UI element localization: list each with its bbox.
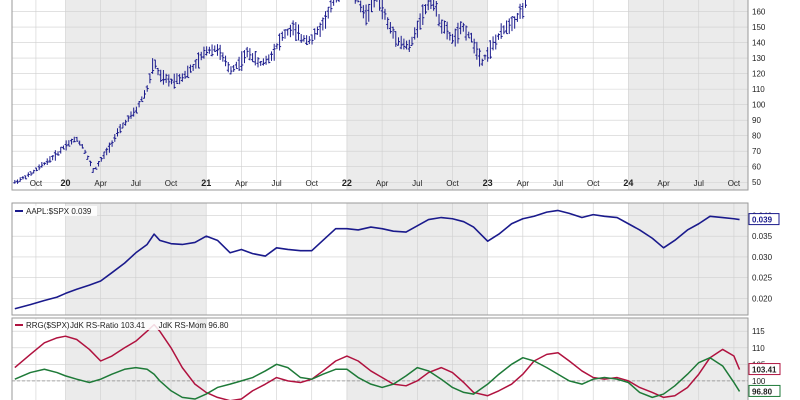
month-tick-label: Apr bbox=[376, 179, 389, 188]
panel-border bbox=[11, 317, 749, 400]
month-tick-label: Jul bbox=[131, 179, 141, 188]
price-axis-tick-label: 70 bbox=[752, 147, 761, 156]
year-tick-label: 24 bbox=[623, 178, 633, 188]
price-axis-tick-label: 100 bbox=[752, 101, 766, 110]
price-axis-tick-label: 60 bbox=[752, 163, 761, 172]
month-tick-label: Oct bbox=[587, 179, 600, 188]
price-axis-tick-label: 120 bbox=[752, 70, 766, 79]
rs-value-badge bbox=[748, 213, 780, 226]
year-tick-label: 22 bbox=[342, 178, 352, 188]
year-shade-band bbox=[628, 203, 748, 315]
month-tick-label: Apr bbox=[235, 179, 248, 188]
rs-line bbox=[14, 209, 740, 310]
rrg-value-badge-label: 96.80 bbox=[752, 387, 773, 396]
month-tick-label: Oct bbox=[30, 179, 43, 188]
rrg-value-badge bbox=[748, 384, 781, 397]
month-tick-label: Jul bbox=[553, 179, 563, 188]
month-tick-label: Jul bbox=[694, 179, 704, 188]
rrg-legend-label: JdK RS-Mom 96.80 bbox=[159, 321, 229, 330]
price-axis-tick-label: 90 bbox=[752, 116, 761, 125]
month-tick-label: Oct bbox=[728, 179, 741, 188]
year-tick-label: 20 bbox=[60, 178, 70, 188]
year-tick-label: 21 bbox=[201, 178, 211, 188]
year-tick-label: 23 bbox=[483, 178, 493, 188]
rs-legend-bg bbox=[12, 206, 97, 216]
price-axis-tick-label: 140 bbox=[752, 39, 766, 48]
rs-axis-tick-label: 0.035 bbox=[752, 232, 773, 241]
rrg-value-badge-label: 103.41 bbox=[752, 366, 777, 375]
month-tick-label: Oct bbox=[165, 179, 178, 188]
month-tick-label: Oct bbox=[446, 179, 459, 188]
month-tick-label: Apr bbox=[657, 179, 670, 188]
price-axis-tick-label: 50 bbox=[752, 178, 761, 187]
rrg-legend-label: JdK RS-Ratio 103.41 bbox=[70, 321, 146, 330]
rs-ratio-line bbox=[14, 323, 741, 400]
rs-value-badge-label: 0.039 bbox=[752, 216, 773, 225]
year-shade-band bbox=[628, 0, 748, 190]
price-axis-tick-label: 80 bbox=[752, 132, 761, 141]
price-axis-tick-label: 150 bbox=[752, 23, 766, 32]
price-axis-tick-label: 160 bbox=[752, 8, 766, 17]
rs-axis-tick-label: 0.030 bbox=[752, 253, 773, 262]
rrg-axis-tick-label: 115 bbox=[752, 327, 765, 336]
rs-legend-label: AAPL:$SPX 0.039 bbox=[26, 207, 92, 216]
rs-axis-tick-label: 0.025 bbox=[752, 274, 773, 283]
panel-border bbox=[11, 0, 749, 191]
price-axis-tick-label: 110 bbox=[752, 85, 765, 94]
month-tick-label: Jul bbox=[412, 179, 422, 188]
rrg-axis-tick-label: 100 bbox=[752, 377, 766, 386]
rs-mom-line bbox=[14, 356, 741, 400]
rrg-axis-tick-label: 110 bbox=[752, 344, 765, 353]
month-tick-label: Jul bbox=[271, 179, 281, 188]
rs-axis-tick-label: 0.020 bbox=[752, 294, 773, 303]
month-tick-label: Oct bbox=[306, 179, 319, 188]
rrg-legend-bg bbox=[12, 320, 197, 330]
price-axis-tick-label: 130 bbox=[752, 54, 766, 63]
panel-border bbox=[11, 202, 749, 316]
month-tick-label: Apr bbox=[94, 179, 107, 188]
month-tick-label: Apr bbox=[517, 179, 530, 188]
rrg-legend-label: RRG($SPX) bbox=[26, 321, 70, 330]
rrg-value-badge bbox=[748, 363, 781, 376]
